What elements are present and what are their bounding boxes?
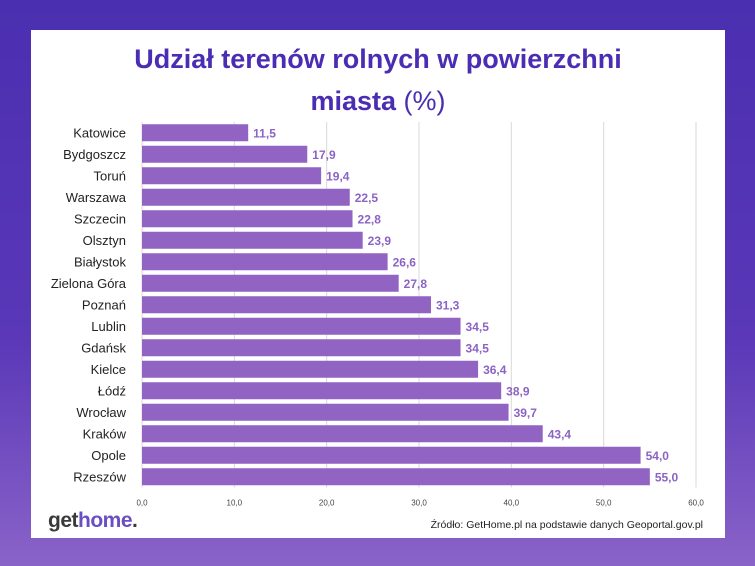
category-label: Warszawa xyxy=(66,190,127,205)
bar xyxy=(142,210,353,228)
data-label: 34,5 xyxy=(466,320,490,334)
data-label: 22,8 xyxy=(358,212,382,226)
x-tick-label: 50,0 xyxy=(596,499,612,508)
category-label: Opole xyxy=(91,448,126,463)
source-note: Źródło: GetHome.pl na podstawie danych G… xyxy=(430,519,703,531)
x-tick-label: 20,0 xyxy=(319,499,335,508)
data-label: 31,3 xyxy=(436,298,460,312)
category-label: Poznań xyxy=(82,297,126,312)
bar xyxy=(142,231,363,249)
chart-title-line2: miasta (%) xyxy=(31,80,725,122)
bar xyxy=(142,124,249,142)
bar xyxy=(142,253,388,271)
data-label: 38,9 xyxy=(506,384,530,398)
x-tick-label: 10,0 xyxy=(227,499,243,508)
bar xyxy=(142,167,322,185)
data-label: 34,5 xyxy=(466,341,490,355)
logo-get: get xyxy=(48,509,79,532)
category-label: Łódź xyxy=(98,383,126,398)
bar xyxy=(142,145,308,163)
bar xyxy=(142,317,461,335)
x-tick-label: 30,0 xyxy=(411,499,427,508)
bar xyxy=(142,446,641,464)
data-label: 39,7 xyxy=(514,406,538,420)
data-label: 23,9 xyxy=(368,234,392,248)
data-label: 26,6 xyxy=(393,255,417,269)
category-label: Kraków xyxy=(83,426,127,441)
category-label: Gdańsk xyxy=(81,340,126,355)
bar xyxy=(142,468,650,486)
bar-chart: 0,0 10,0 20,0 30,0 40,0 50,0 60,0 Katowice 11,5 B… xyxy=(51,122,704,508)
data-label: 43,4 xyxy=(548,427,572,441)
category-label: Olsztyn xyxy=(83,233,126,248)
category-label: Toruń xyxy=(93,168,126,183)
bar xyxy=(142,188,350,206)
bar xyxy=(142,403,509,421)
category-label: Rzeszów xyxy=(73,469,126,484)
data-label: 27,8 xyxy=(404,277,428,291)
bar xyxy=(142,360,479,378)
category-label: Kielce xyxy=(91,362,126,377)
category-label: Białystok xyxy=(74,254,127,269)
data-label: 54,0 xyxy=(646,449,670,463)
logo-home: home xyxy=(78,509,133,532)
category-label: Wrocław xyxy=(76,405,126,420)
data-label: 17,9 xyxy=(312,148,336,162)
data-label: 22,5 xyxy=(355,191,379,205)
category-label: Katowice xyxy=(73,125,126,140)
chart-card: Udział terenów rolnych w powierzchni mia… xyxy=(31,30,725,538)
chart-title-unit: (%) xyxy=(403,86,446,116)
x-tick-label: 0,0 xyxy=(136,499,148,508)
bar xyxy=(142,382,502,400)
bar xyxy=(142,339,461,357)
category-label: Szczecin xyxy=(74,211,126,226)
data-label: 11,5 xyxy=(253,126,276,140)
bar xyxy=(142,296,432,314)
data-label: 36,4 xyxy=(483,363,507,377)
chart-title: Udział terenów rolnych w powierzchni mia… xyxy=(31,38,725,122)
chart-title-main: miasta xyxy=(310,86,397,116)
data-label: 55,0 xyxy=(655,470,679,484)
bar xyxy=(142,274,399,292)
chart-title-line1: Udział terenów rolnych w powierzchni xyxy=(134,44,622,74)
category-label: Zielona Góra xyxy=(51,276,127,291)
x-tick-label: 40,0 xyxy=(504,499,520,508)
category-label: Bydgoszcz xyxy=(63,147,126,162)
category-label: Lublin xyxy=(91,319,126,334)
gethome-logo: gethome. xyxy=(48,509,138,533)
data-label: 19,4 xyxy=(326,169,350,183)
bar xyxy=(142,425,543,443)
logo-dot: . xyxy=(132,509,138,532)
x-tick-label: 60,0 xyxy=(688,499,704,508)
